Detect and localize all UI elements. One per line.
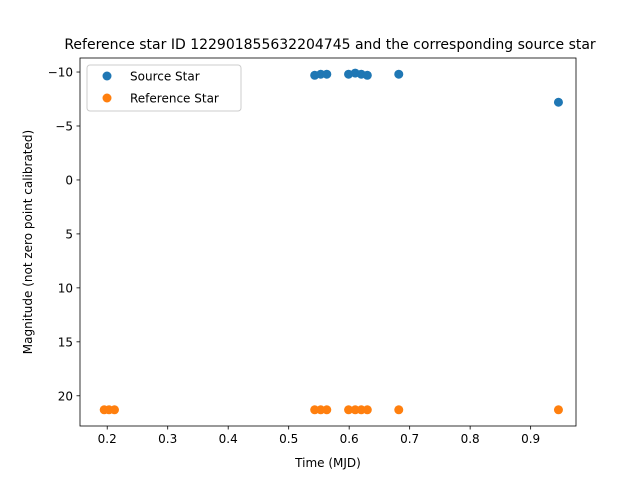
plot-frame [79,57,577,427]
x-tick-label: 0.3 [158,432,177,446]
legend-marker-source-star [102,71,112,81]
y-tick-label: 10 [58,281,73,295]
x-tick-label: 0.5 [279,432,298,446]
plot-area [80,58,576,426]
x-axis-ticks: 0.2 0.3 0.4 0.5 0.6 0.7 0.8 0.9 [98,426,540,446]
x-tick-label: 0.9 [521,432,540,446]
x-tick-label: 0.4 [219,432,238,446]
legend-label-source-star: Source Star [130,70,200,84]
y-tick-label: −10 [48,66,73,80]
y-tick-label: 20 [58,389,73,403]
legend: Source Star Reference Star [86,64,242,112]
point-reference-star [394,405,404,415]
legend-box [86,64,242,112]
point-reference-star [553,405,563,415]
y-axis-ticks: −10 −5 0 5 10 15 20 [48,66,80,403]
point-source-star [344,69,354,79]
point-source-star [322,69,332,79]
x-tick-label: 0.8 [461,432,480,446]
x-tick-label: 0.6 [340,432,359,446]
point-source-star [553,97,563,107]
point-reference-star [109,405,119,415]
point-source-star [394,69,404,79]
x-tick-label: 0.7 [400,432,419,446]
point-reference-star [362,405,372,415]
x-tick-label: 0.2 [98,432,117,446]
y-tick-label: −5 [55,119,73,133]
x-axis-label: Time (MJD) [294,456,361,470]
y-tick-label: 15 [58,335,73,349]
legend-marker-reference-star [102,93,112,103]
y-tick-label: 0 [65,173,73,187]
y-axis-label: Magnitude (not zero point calibrated) [21,130,35,354]
point-reference-star [344,405,354,415]
y-tick-label: 5 [65,227,73,241]
legend-label-reference-star: Reference Star [130,92,219,106]
data-points [99,68,563,415]
point-source-star [362,70,372,80]
point-reference-star [322,405,332,415]
chart-title: Reference star ID 1229018556322047​45 an… [64,37,596,53]
